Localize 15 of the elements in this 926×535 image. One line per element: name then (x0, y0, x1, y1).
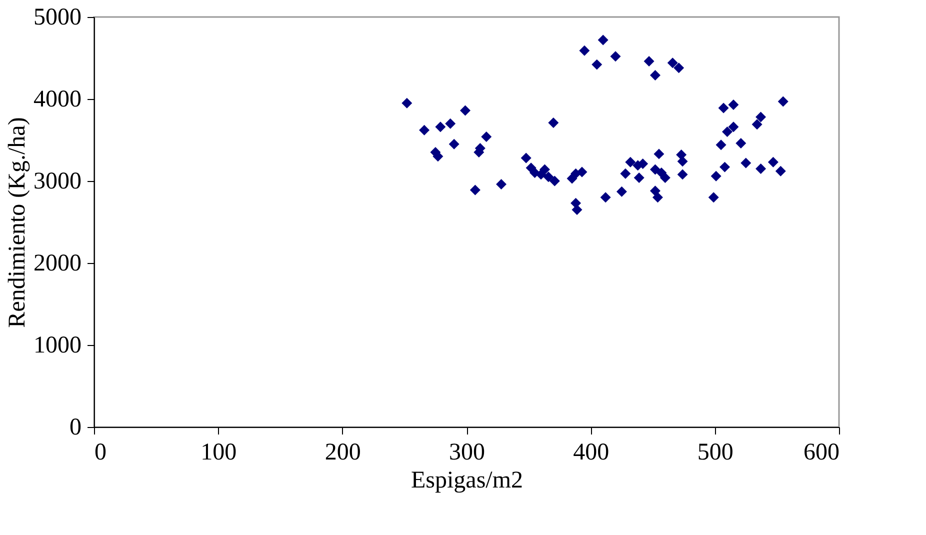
x-tick-label: 600 (804, 440, 840, 466)
y-tick-label: 3000 (34, 168, 82, 194)
y-tick-label: 0 (70, 414, 82, 440)
y-tick-label: 5000 (34, 4, 82, 30)
x-tick-label: 400 (573, 440, 610, 466)
y-tick-label: 2000 (34, 250, 82, 276)
x-tick-label: 100 (200, 440, 237, 466)
y-axis-title: Rendimiento (Kg./ha) (4, 117, 30, 328)
x-tick-label: 500 (697, 440, 734, 466)
x-axis-title: Espigas/m2 (411, 468, 523, 494)
x-tick-label: 0 (94, 440, 106, 466)
x-tick-label: 300 (449, 440, 485, 466)
y-tick-label: 1000 (34, 332, 82, 358)
y-tick-label: 4000 (34, 86, 82, 112)
x-tick-label: 200 (324, 440, 361, 466)
